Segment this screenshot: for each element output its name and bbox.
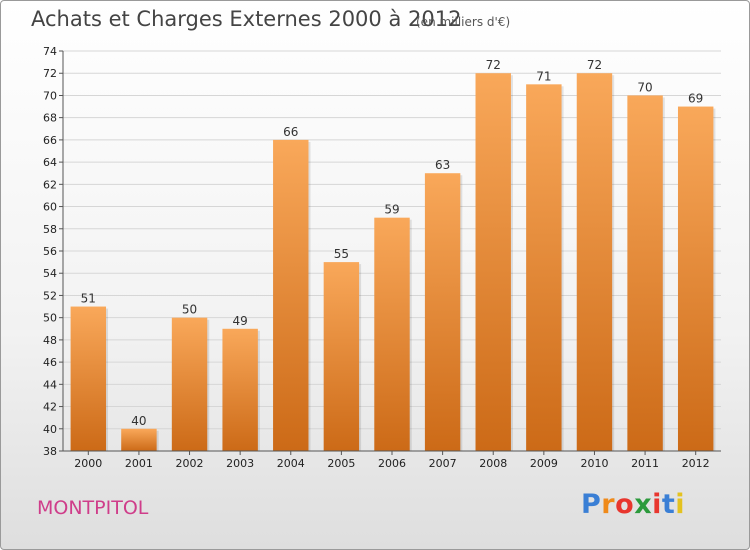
y-tick-label: 38 [43, 445, 57, 458]
chart-subtitle: (en milliers d'€) [416, 15, 511, 29]
bar [323, 262, 360, 451]
bar [576, 73, 613, 451]
bar [121, 428, 157, 451]
x-tick-label: 2001 [125, 457, 153, 470]
bar [677, 106, 714, 452]
x-tick-label: 2008 [479, 457, 507, 470]
brand-letter: r [601, 489, 616, 520]
brand-letter: i [652, 489, 662, 520]
data-label: 40 [131, 414, 146, 428]
brand-letter: x [634, 489, 653, 520]
y-tick-label: 62 [43, 178, 57, 191]
data-label: 51 [81, 292, 96, 306]
y-tick-label: 70 [43, 89, 57, 102]
x-tick-label: 2004 [277, 457, 305, 470]
y-tick-label: 64 [43, 156, 57, 169]
y-tick-label: 56 [43, 245, 57, 258]
data-label: 55 [334, 247, 349, 261]
labels: 38 40 42 44 46 48 50 52 54 56 58 60 62 64 66 68 70 72 74 20… [43, 45, 710, 470]
bar [424, 173, 461, 451]
bar [171, 317, 208, 451]
bar [70, 306, 107, 451]
data-label: 66 [283, 125, 298, 139]
x-tick-label: 2002 [176, 457, 204, 470]
x-tick-label: 2006 [378, 457, 406, 470]
brand-logo: Proxiti [581, 489, 685, 520]
data-label: 71 [536, 69, 551, 83]
y-tick-label: 74 [43, 45, 57, 58]
bar [222, 328, 258, 451]
y-tick-label: 60 [43, 201, 57, 214]
y-tick-label: 44 [43, 378, 57, 391]
y-tick-label: 54 [43, 267, 57, 280]
axes [59, 50, 721, 455]
data-label: 70 [637, 80, 652, 94]
x-tick-label: 2010 [580, 457, 608, 470]
bars [70, 73, 716, 452]
data-label: 72 [587, 58, 602, 72]
data-label: 69 [688, 92, 703, 106]
x-tick-label: 2012 [682, 457, 710, 470]
bar [273, 139, 309, 451]
y-tick-label: 72 [43, 67, 57, 80]
brand-letter: o [615, 489, 635, 520]
y-tick-label: 50 [43, 312, 57, 325]
data-label: 59 [384, 203, 399, 217]
x-tick-label: 2009 [530, 457, 558, 470]
chart-title: Achats et Charges Externes 2000 à 2012 [31, 7, 462, 31]
bar [627, 95, 663, 451]
data-label: 50 [182, 303, 197, 317]
x-tick-label: 2003 [226, 457, 254, 470]
brand-letter: P [581, 489, 602, 520]
data-label: 63 [435, 158, 450, 172]
y-tick-label: 48 [43, 334, 57, 347]
x-tick-label: 2011 [631, 457, 659, 470]
x-tick-label: 2000 [74, 457, 102, 470]
bar [475, 73, 511, 451]
x-tick-label: 2005 [327, 457, 355, 470]
data-label: 49 [233, 314, 248, 328]
y-tick-label: 42 [43, 401, 57, 414]
bar [526, 84, 562, 451]
y-tick-label: 52 [43, 289, 57, 302]
brand-letter: t [661, 489, 676, 520]
y-tick-label: 46 [43, 356, 57, 369]
bar [374, 217, 410, 451]
location-name: MONTPITOL [37, 497, 149, 519]
data-label: 72 [486, 58, 501, 72]
brand-letter: i [675, 489, 686, 520]
y-tick-label: 66 [43, 134, 57, 147]
y-tick-label: 68 [43, 112, 57, 125]
y-tick-label: 58 [43, 223, 57, 236]
y-tick-label: 40 [43, 423, 57, 436]
x-tick-label: 2007 [429, 457, 457, 470]
